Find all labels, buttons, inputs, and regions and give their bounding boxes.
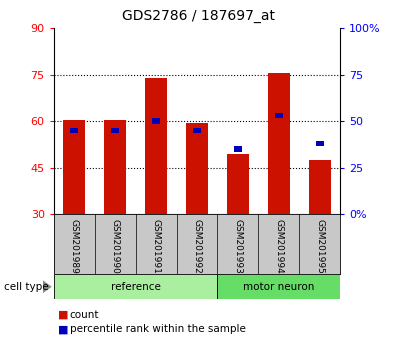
Bar xyxy=(267,73,290,214)
Bar xyxy=(227,154,249,214)
Text: GSM201995: GSM201995 xyxy=(315,219,324,274)
Bar xyxy=(54,274,217,299)
Text: count: count xyxy=(70,310,99,320)
Bar xyxy=(316,141,324,146)
Bar xyxy=(63,120,86,214)
Bar xyxy=(111,128,119,133)
Text: percentile rank within the sample: percentile rank within the sample xyxy=(70,324,246,334)
Polygon shape xyxy=(43,280,52,293)
Text: GSM201993: GSM201993 xyxy=(234,219,242,274)
Bar xyxy=(308,160,331,214)
Bar xyxy=(145,78,167,214)
Bar xyxy=(152,119,160,124)
Text: motor neuron: motor neuron xyxy=(243,282,314,292)
Text: GDS2786 / 187697_at: GDS2786 / 187697_at xyxy=(123,9,275,23)
Text: GSM201990: GSM201990 xyxy=(111,219,120,274)
Text: reference: reference xyxy=(111,282,160,292)
Bar xyxy=(275,113,283,119)
Text: GSM201994: GSM201994 xyxy=(274,219,283,274)
Text: ■: ■ xyxy=(58,324,68,334)
Bar xyxy=(104,120,127,214)
Text: ■: ■ xyxy=(58,310,68,320)
Text: GSM201992: GSM201992 xyxy=(193,219,201,274)
Bar xyxy=(70,128,78,133)
Text: cell type: cell type xyxy=(4,282,49,292)
Bar xyxy=(186,123,208,214)
Text: GSM201991: GSM201991 xyxy=(152,219,160,274)
Bar xyxy=(193,128,201,133)
Bar xyxy=(217,274,340,299)
Bar xyxy=(234,146,242,152)
Text: GSM201989: GSM201989 xyxy=(70,219,79,274)
